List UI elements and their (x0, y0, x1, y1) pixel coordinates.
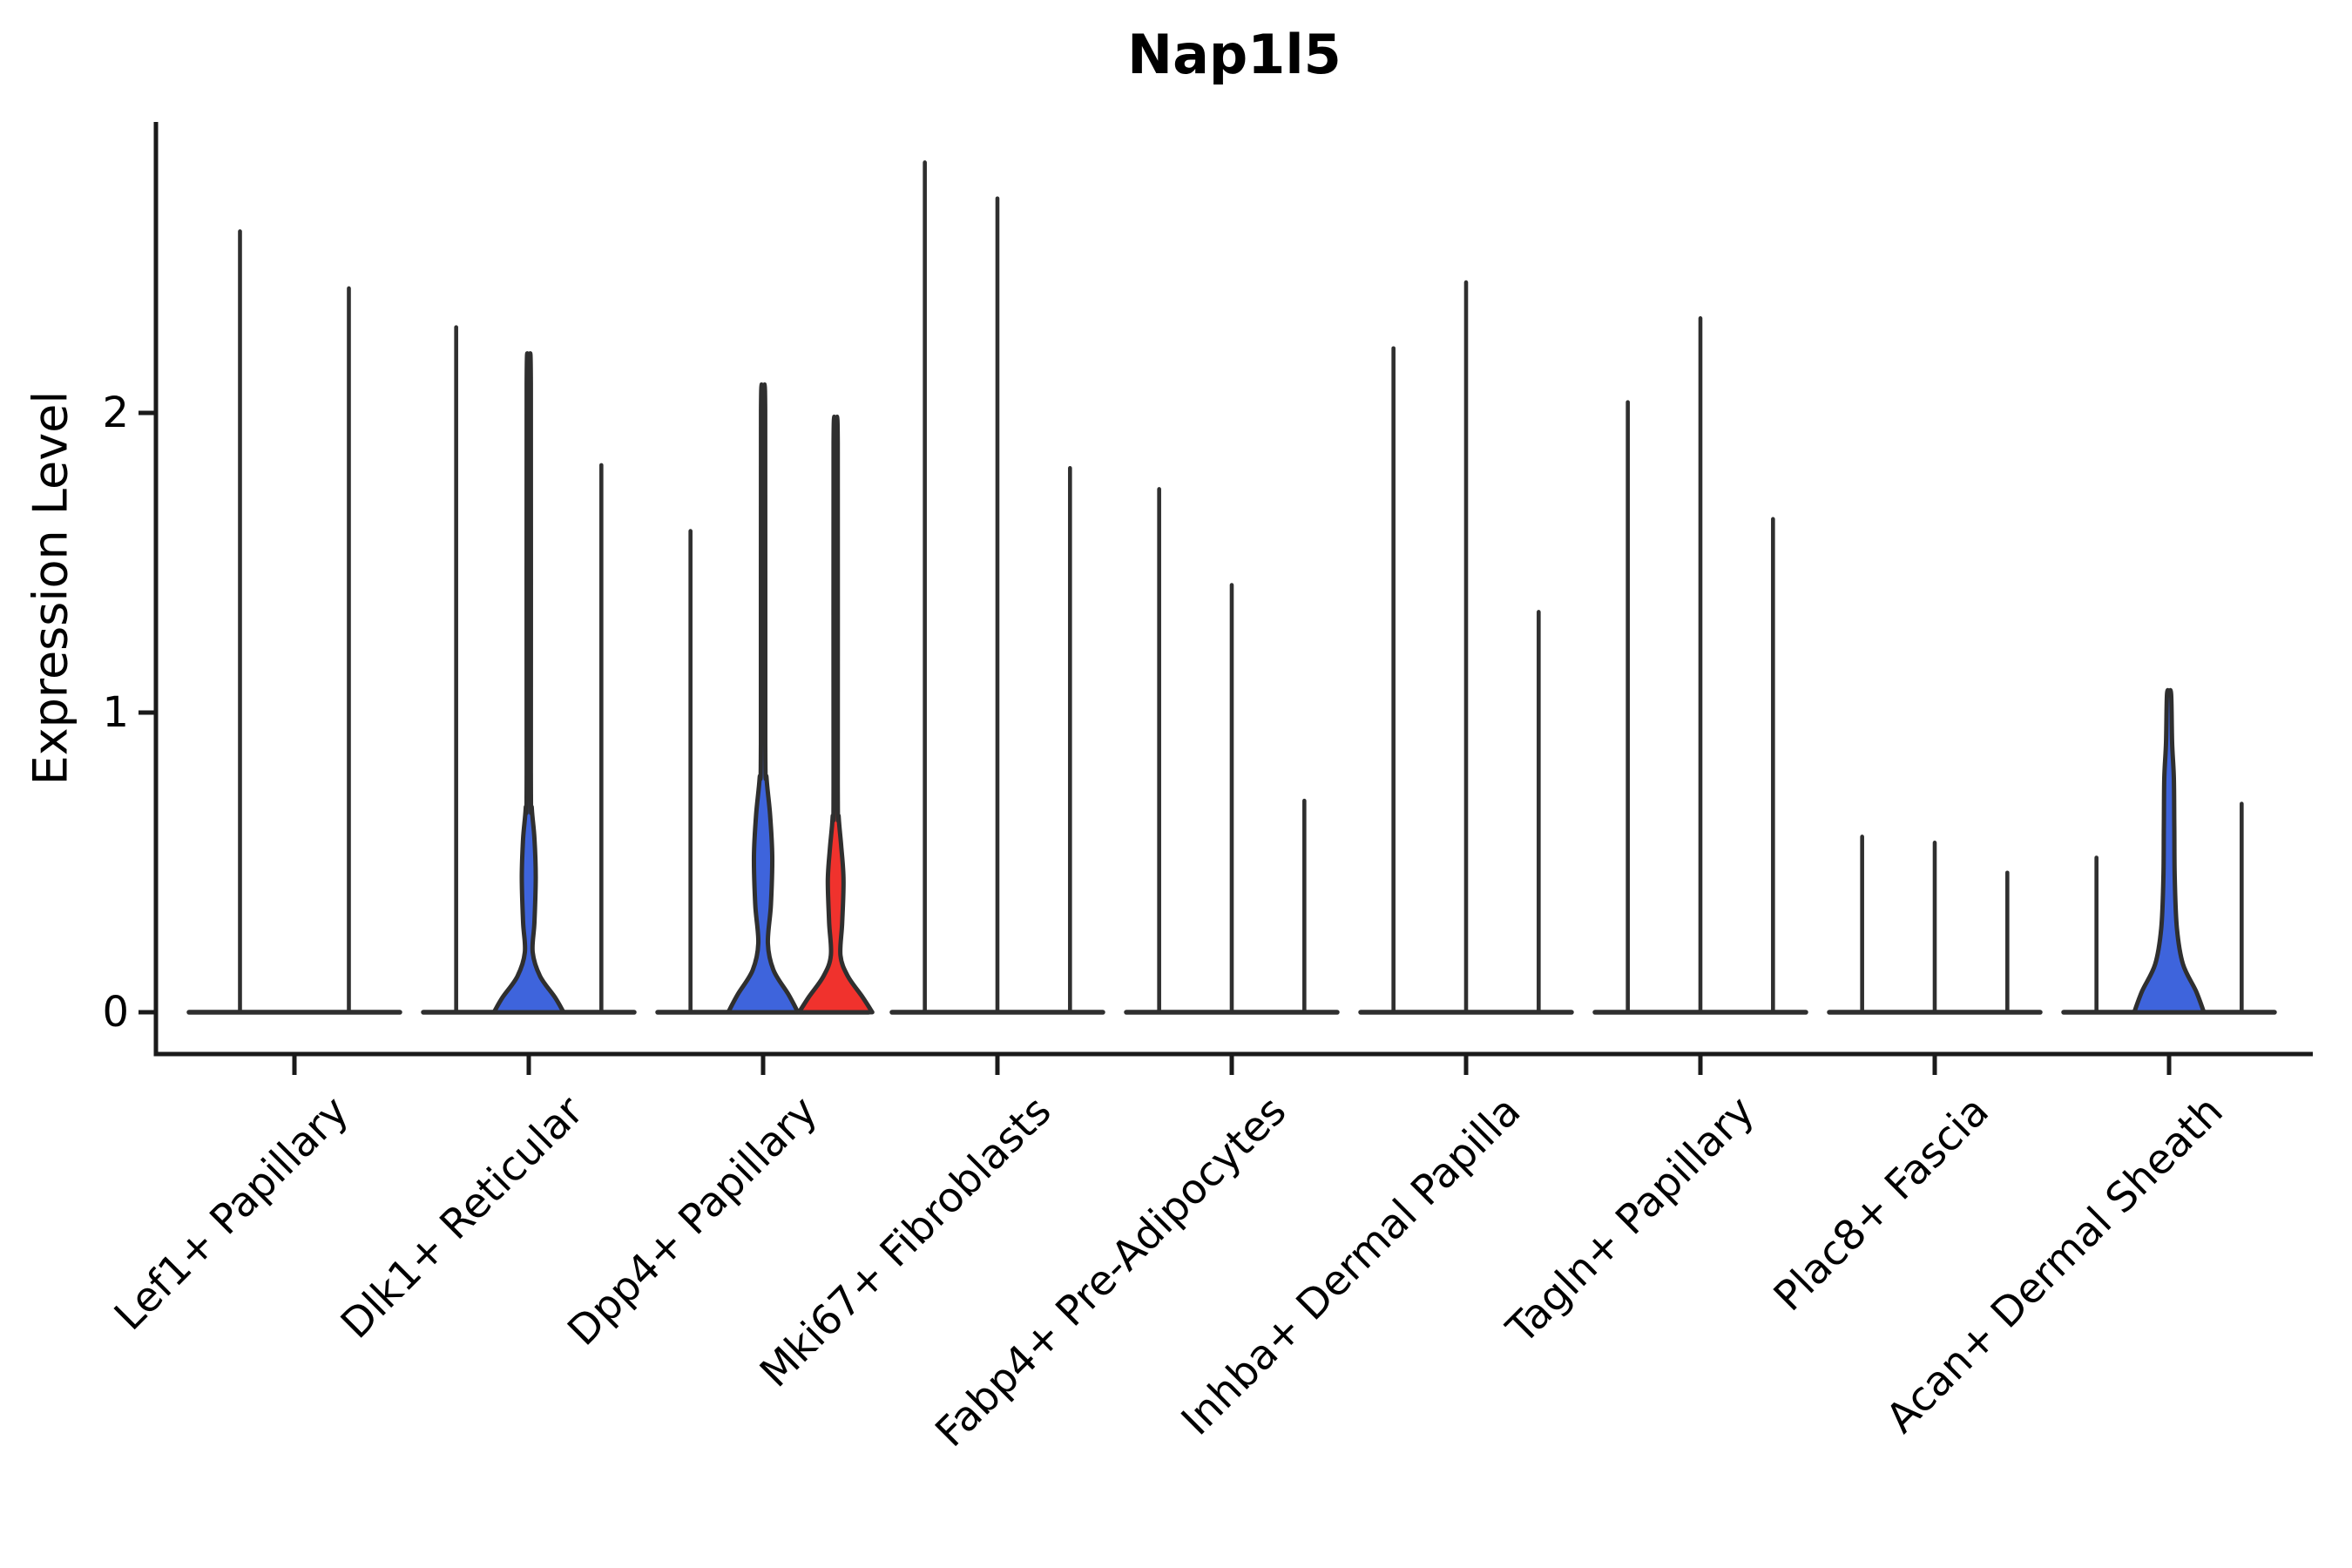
y-tick-label-1: 1 (102, 688, 129, 737)
violin-filled (796, 415, 875, 1015)
y-tick-label-2: 2 (102, 389, 129, 437)
violin-filled (491, 351, 566, 1015)
violin-filled (726, 382, 801, 1015)
y-tick-label-0: 0 (102, 988, 129, 1037)
chart-title: Nap1l5 (1127, 23, 1342, 86)
violin-filled (2132, 687, 2207, 1015)
